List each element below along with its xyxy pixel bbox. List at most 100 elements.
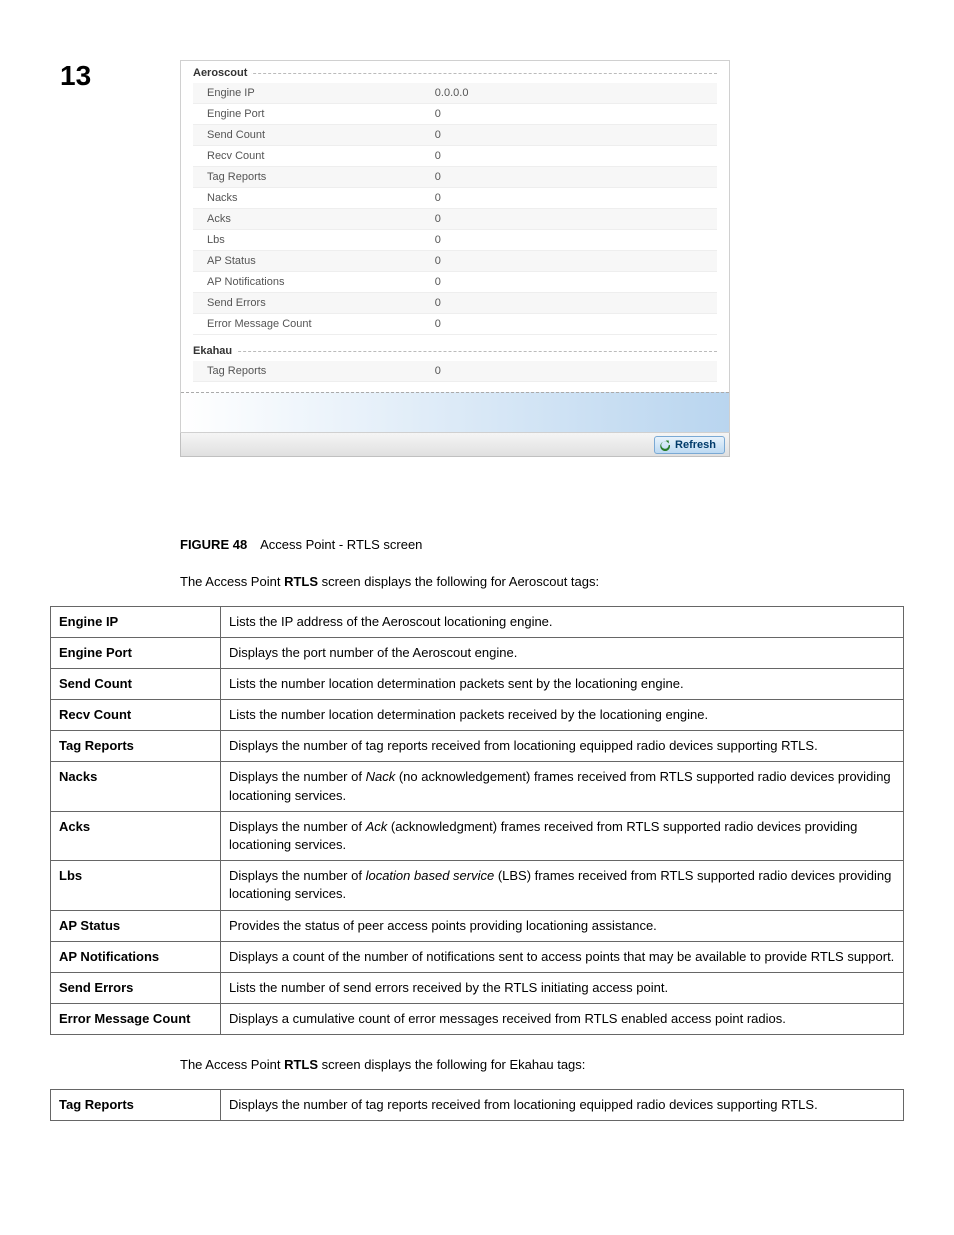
table-row: NacksDisplays the number of Nack (no ack… [51, 762, 904, 811]
desc-cell: Provides the status of peer access point… [221, 910, 904, 941]
kv-value: 0 [429, 167, 717, 188]
kv-value: 0 [429, 146, 717, 167]
figure-label: FIGURE 48 [180, 537, 247, 552]
refresh-button[interactable]: Refresh [654, 436, 725, 454]
kv-row: Recv Count0 [193, 146, 717, 167]
term-cell: Tag Reports [51, 1089, 221, 1120]
kv-value: 0 [429, 188, 717, 209]
kv-value: 0 [429, 230, 717, 251]
refresh-button-label: Refresh [675, 439, 716, 451]
table-row: LbsDisplays the number of location based… [51, 861, 904, 910]
kv-label: Nacks [193, 188, 429, 209]
kv-row: AP Status0 [193, 251, 717, 272]
desc-cell: Lists the IP address of the Aeroscout lo… [221, 606, 904, 637]
kv-row: Error Message Count0 [193, 314, 717, 335]
page-number: 13 [60, 60, 91, 92]
kv-value: 0 [429, 314, 717, 335]
desc-cell: Displays the port number of the Aeroscou… [221, 637, 904, 668]
kv-row: Engine IP0.0.0.0 [193, 83, 717, 104]
table-row: Send CountLists the number location dete… [51, 668, 904, 699]
term-cell: Send Count [51, 668, 221, 699]
table-row: Tag ReportsDisplays the number of tag re… [51, 731, 904, 762]
section-title: Aeroscout [193, 67, 251, 79]
desc-cell: Displays a count of the number of notifi… [221, 941, 904, 972]
kv-label: Engine Port [193, 104, 429, 125]
term-cell: Recv Count [51, 700, 221, 731]
panel-section: Ekahau Tag Reports0 [181, 339, 729, 386]
table-row: Recv CountLists the number location dete… [51, 700, 904, 731]
term-cell: Engine IP [51, 606, 221, 637]
table-row: Tag ReportsDisplays the number of tag re… [51, 1089, 904, 1120]
kv-label: Error Message Count [193, 314, 429, 335]
intro-text-ekahau: The Access Point RTLS screen displays th… [180, 1055, 904, 1075]
desc-cell: Lists the number location determination … [221, 700, 904, 731]
kv-label: Send Errors [193, 293, 429, 314]
kv-value: 0 [429, 272, 717, 293]
kv-row: Tag Reports0 [193, 361, 717, 382]
kv-value: 0 [429, 104, 717, 125]
desc-cell: Displays the number of Ack (acknowledgme… [221, 811, 904, 860]
kv-row: Send Count0 [193, 125, 717, 146]
kv-label: Tag Reports [193, 167, 429, 188]
panel-section: AeroscoutEngine IP0.0.0.0Engine Port0Sen… [181, 61, 729, 339]
kv-row: Tag Reports0 [193, 167, 717, 188]
kv-table: Tag Reports0 [193, 361, 717, 382]
intro-text-aeroscout: The Access Point RTLS screen displays th… [180, 572, 904, 592]
kv-label: Tag Reports [193, 361, 429, 382]
refresh-icon [659, 439, 671, 451]
kv-label: Send Count [193, 125, 429, 146]
aeroscout-description-table: Engine IPLists the IP address of the Aer… [50, 606, 904, 1036]
kv-label: Engine IP [193, 83, 429, 104]
kv-value: 0.0.0.0 [429, 83, 717, 104]
section-header: Aeroscout [193, 67, 717, 79]
kv-label: Acks [193, 209, 429, 230]
figure-caption: FIGURE 48 Access Point - RTLS screen [180, 537, 904, 552]
kv-row: Acks0 [193, 209, 717, 230]
table-row: AP StatusProvides the status of peer acc… [51, 910, 904, 941]
section-title: Ekahau [193, 345, 236, 357]
kv-row: Send Errors0 [193, 293, 717, 314]
table-row: Error Message CountDisplays a cumulative… [51, 1004, 904, 1035]
kv-row: Nacks0 [193, 188, 717, 209]
table-row: Send ErrorsLists the number of send erro… [51, 972, 904, 1003]
kv-label: AP Notifications [193, 272, 429, 293]
desc-cell: Displays the number of Nack (no acknowle… [221, 762, 904, 811]
kv-label: AP Status [193, 251, 429, 272]
desc-cell: Displays the number of tag reports recei… [221, 1089, 904, 1120]
term-cell: Nacks [51, 762, 221, 811]
kv-value: 0 [429, 361, 717, 382]
rtls-screenshot-panel: AeroscoutEngine IP0.0.0.0Engine Port0Sen… [180, 60, 730, 433]
desc-cell: Displays the number of tag reports recei… [221, 731, 904, 762]
desc-cell: Displays a cumulative count of error mes… [221, 1004, 904, 1035]
term-cell: Send Errors [51, 972, 221, 1003]
term-cell: Tag Reports [51, 731, 221, 762]
kv-label: Recv Count [193, 146, 429, 167]
kv-value: 0 [429, 209, 717, 230]
term-cell: Error Message Count [51, 1004, 221, 1035]
figure-caption-text: Access Point - RTLS screen [260, 537, 422, 552]
kv-value: 0 [429, 293, 717, 314]
term-cell: Engine Port [51, 637, 221, 668]
term-cell: Lbs [51, 861, 221, 910]
kv-value: 0 [429, 125, 717, 146]
kv-row: Engine Port0 [193, 104, 717, 125]
section-header: Ekahau [193, 345, 717, 357]
ekahau-description-table: Tag ReportsDisplays the number of tag re… [50, 1089, 904, 1121]
kv-row: AP Notifications0 [193, 272, 717, 293]
kv-value: 0 [429, 251, 717, 272]
desc-cell: Lists the number of send errors received… [221, 972, 904, 1003]
table-row: Engine PortDisplays the port number of t… [51, 637, 904, 668]
screenshot-footer-bar: Refresh [180, 433, 730, 457]
term-cell: AP Status [51, 910, 221, 941]
kv-row: Lbs0 [193, 230, 717, 251]
table-row: AP NotificationsDisplays a count of the … [51, 941, 904, 972]
panel-gradient-footer [181, 392, 729, 432]
kv-table: Engine IP0.0.0.0Engine Port0Send Count0R… [193, 83, 717, 335]
table-row: AcksDisplays the number of Ack (acknowle… [51, 811, 904, 860]
table-row: Engine IPLists the IP address of the Aer… [51, 606, 904, 637]
desc-cell: Displays the number of location based se… [221, 861, 904, 910]
kv-label: Lbs [193, 230, 429, 251]
desc-cell: Lists the number location determination … [221, 668, 904, 699]
term-cell: AP Notifications [51, 941, 221, 972]
term-cell: Acks [51, 811, 221, 860]
